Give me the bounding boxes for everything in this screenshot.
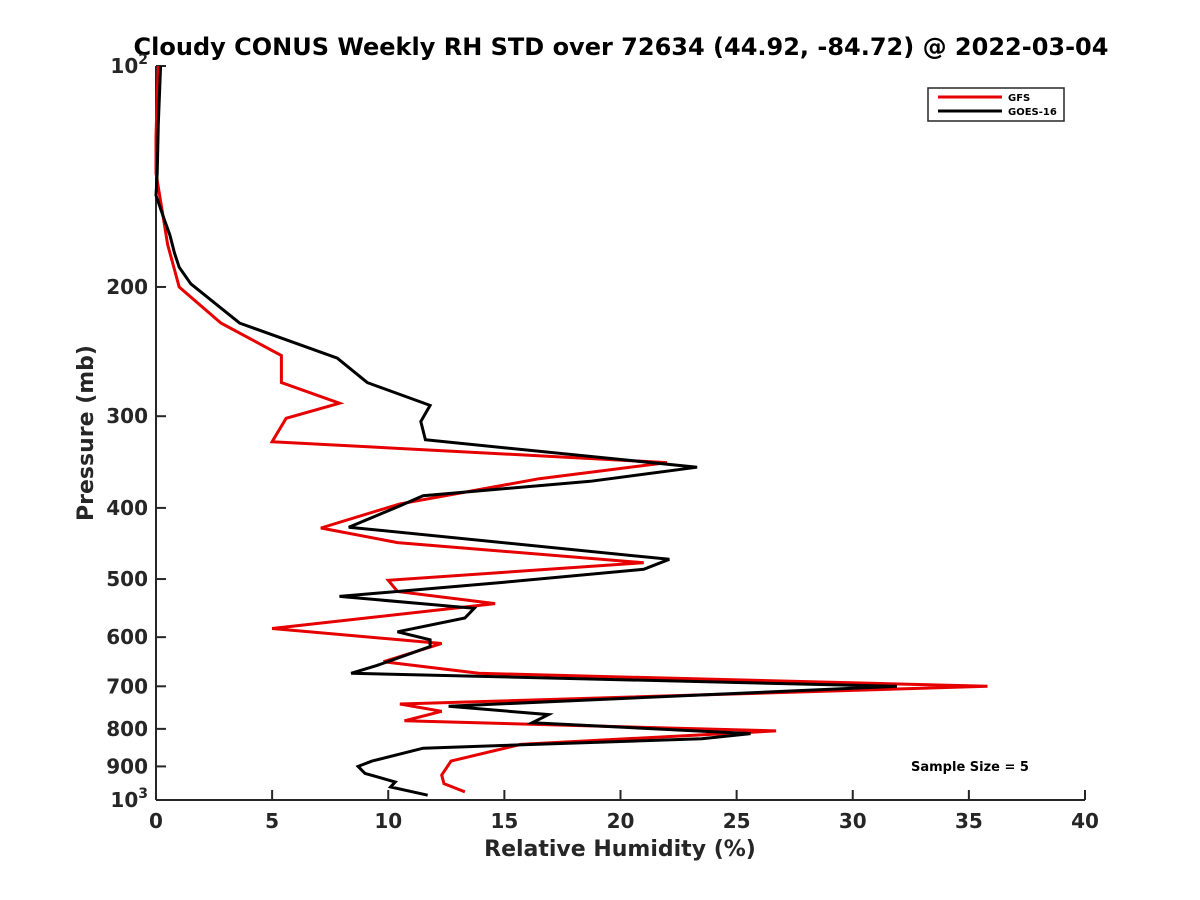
legend-label: GOES-16 [1008, 107, 1057, 118]
legend-box [927, 87, 1065, 122]
x-tick-label: 20 [607, 809, 635, 833]
x-tick-label: 30 [839, 809, 867, 833]
y-tick-label: 102 [110, 52, 148, 78]
legend-label: GFS [1008, 93, 1030, 104]
axes: 0 5 10 15 20 25 30 35 40 102 200 300 400 500 600 700 800… [106, 52, 1099, 833]
chart-title: Cloudy CONUS Weekly RH STD over 72634 (4… [134, 33, 1109, 61]
x-tick-label: 25 [723, 809, 751, 833]
x-tick-label: 5 [265, 809, 279, 833]
sample-size-annotation: Sample Size = 5 [911, 760, 1029, 775]
y-tick-label: 400 [106, 496, 148, 520]
y-tick-label: 800 [106, 717, 148, 741]
y-tick-label: 103 [110, 786, 148, 812]
x-tick-label: 15 [490, 809, 518, 833]
series-line-goes-16 [154, 65, 897, 797]
series-line-gfs [154, 65, 988, 794]
y-tick-label: 600 [106, 625, 148, 649]
x-tick-label: 0 [149, 809, 163, 833]
data-series [154, 65, 988, 797]
legend: GFS GOES-16 [927, 87, 1065, 122]
y-tick-label: 300 [106, 404, 148, 428]
x-tick-label: 35 [955, 809, 983, 833]
y-tick-label: 700 [106, 674, 148, 698]
x-tick-label: 40 [1071, 809, 1099, 833]
x-tick-label: 10 [374, 809, 402, 833]
x-axis-label: Relative Humidity (%) [484, 837, 756, 862]
y-tick-label: 200 [106, 275, 148, 299]
y-tick-label: 900 [106, 754, 148, 778]
y-tick-label: 500 [106, 567, 148, 591]
y-axis-label: Pressure (mb) [74, 345, 99, 521]
